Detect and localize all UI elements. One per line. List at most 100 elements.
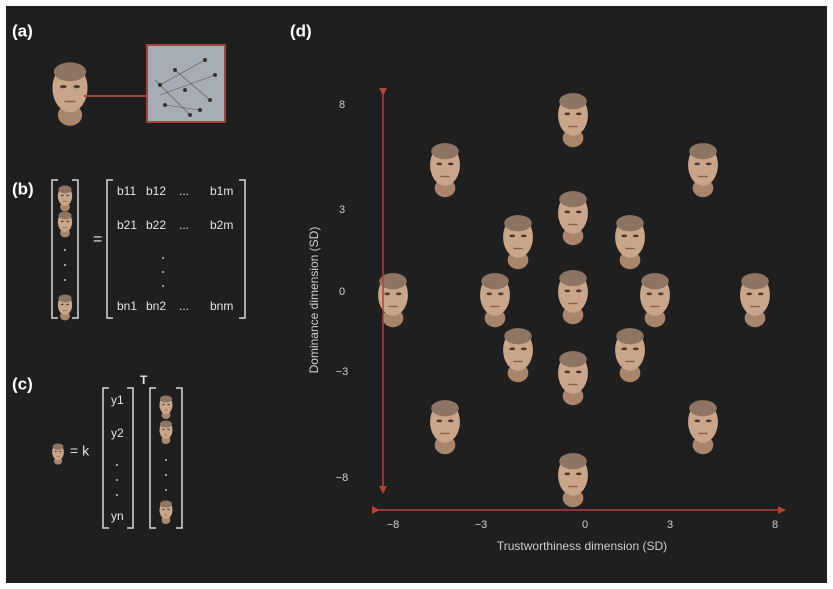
hair xyxy=(616,328,644,344)
eye xyxy=(658,292,664,295)
eye xyxy=(633,347,639,350)
eye xyxy=(61,195,64,196)
eye xyxy=(521,234,527,237)
hair xyxy=(559,453,587,469)
eye xyxy=(436,162,442,165)
panel-label: (c) xyxy=(12,374,33,393)
eye xyxy=(646,292,652,295)
eye xyxy=(621,347,627,350)
eye xyxy=(498,292,504,295)
eye xyxy=(396,292,402,295)
hair xyxy=(689,143,717,159)
y-axis-title: Dominance dimension (SD) xyxy=(307,227,321,374)
eye xyxy=(564,210,570,213)
eye xyxy=(633,234,639,237)
eye xyxy=(621,234,627,237)
matrix-entry: b11 xyxy=(117,184,136,198)
x-tick-label: 3 xyxy=(667,519,673,531)
eye xyxy=(694,419,700,422)
eye xyxy=(576,289,582,292)
y-tick-label: −8 xyxy=(336,472,349,484)
hair xyxy=(504,328,532,344)
eye xyxy=(66,195,69,196)
x-tick-label: 0 xyxy=(582,519,588,531)
matrix-entry: b1m xyxy=(210,184,233,198)
eye xyxy=(509,347,515,350)
x-tick-label: −3 xyxy=(475,519,488,531)
hair xyxy=(431,143,459,159)
x-axis-title: Trustworthiness dimension (SD) xyxy=(497,539,667,553)
vector-entry: y1 xyxy=(111,393,124,407)
eye xyxy=(564,112,570,115)
hair xyxy=(58,186,71,194)
matrix-entry: ... xyxy=(179,184,189,198)
eye xyxy=(576,472,582,475)
x-tick-label: −8 xyxy=(387,519,400,531)
vector-entry: yn xyxy=(111,509,124,523)
eye xyxy=(706,162,712,165)
eye xyxy=(384,292,390,295)
x-tick-label: 8 xyxy=(772,519,778,531)
matrix-entry: bn1 xyxy=(117,299,137,313)
eye xyxy=(694,162,700,165)
eye xyxy=(564,289,570,292)
eye xyxy=(509,234,515,237)
vector-entry: y2 xyxy=(111,426,124,440)
eye xyxy=(55,451,57,452)
eye xyxy=(162,509,165,510)
eye xyxy=(167,429,170,430)
hair xyxy=(689,400,717,416)
matrix-entry: b22 xyxy=(146,218,166,232)
eye xyxy=(746,292,752,295)
hair xyxy=(641,273,669,289)
eye xyxy=(61,221,64,222)
hair xyxy=(559,270,587,286)
matrix-entry: bnm xyxy=(210,299,233,313)
background xyxy=(6,6,827,583)
eye xyxy=(66,304,69,305)
matrix-entry: b21 xyxy=(117,218,137,232)
eye xyxy=(564,370,570,373)
hair xyxy=(160,421,172,428)
matrix-entry: bn2 xyxy=(146,299,166,313)
eye xyxy=(448,162,454,165)
hair xyxy=(559,191,587,207)
eye xyxy=(486,292,492,295)
eye xyxy=(576,210,582,213)
eye xyxy=(448,419,454,422)
y-tick-label: −3 xyxy=(336,366,349,378)
eye xyxy=(576,370,582,373)
equals: = xyxy=(93,231,102,248)
hair xyxy=(431,400,459,416)
panel-label: (a) xyxy=(12,21,33,40)
hair xyxy=(559,93,587,109)
hair xyxy=(160,396,172,403)
matrix-entry: ... xyxy=(179,299,189,313)
eye xyxy=(162,429,165,430)
hair xyxy=(741,273,769,289)
y-tick-label: 8 xyxy=(339,99,345,111)
transpose: T xyxy=(140,373,148,387)
panel-label: (d) xyxy=(290,21,312,40)
eye xyxy=(73,85,80,88)
eye xyxy=(167,509,170,510)
eye xyxy=(61,304,64,305)
hair xyxy=(160,501,172,508)
y-tick-label: 3 xyxy=(339,204,345,216)
eye xyxy=(436,419,442,422)
hair xyxy=(481,273,509,289)
eye xyxy=(564,472,570,475)
y-tick-label: 0 xyxy=(339,286,345,298)
page: {"panels":[ {"label":"(a)"}, {"label":"(… xyxy=(0,0,833,589)
hair xyxy=(504,215,532,231)
hair xyxy=(54,62,86,81)
eye xyxy=(167,404,170,405)
operator: = k xyxy=(70,443,90,459)
hair xyxy=(58,295,71,303)
hair xyxy=(53,443,64,449)
hair xyxy=(58,212,71,220)
matrix-entry: b2m xyxy=(210,218,233,232)
hair xyxy=(616,215,644,231)
eye xyxy=(59,451,61,452)
eye xyxy=(758,292,764,295)
